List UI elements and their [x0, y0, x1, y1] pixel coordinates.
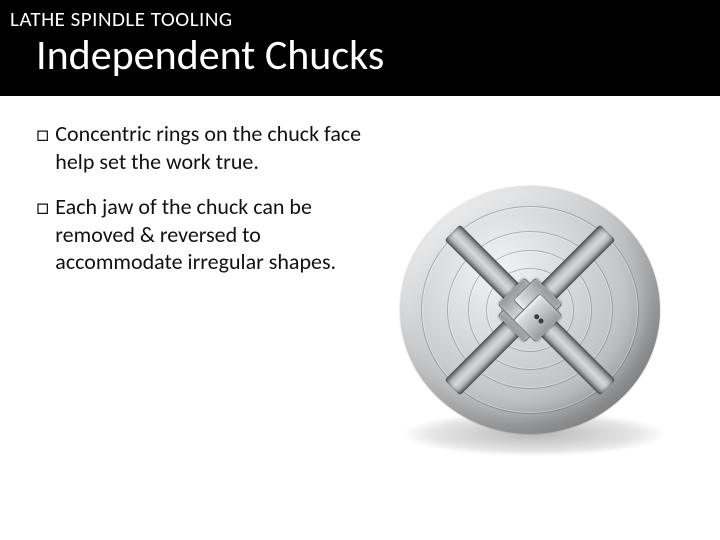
slide-title: Independent Chucks — [36, 30, 720, 81]
list-item: □ Concentric rings on the chuck face hel… — [36, 120, 366, 175]
chuck-illustration — [370, 180, 690, 480]
bullet-text: Concentric rings on the chuck face help … — [55, 120, 366, 175]
bullet-list: □ Concentric rings on the chuck face hel… — [36, 120, 366, 294]
chuck-face — [400, 186, 660, 434]
bullet-icon: □ — [36, 120, 49, 148]
bullet-icon: □ — [36, 193, 49, 221]
list-item: □ Each jaw of the chuck can be removed &… — [36, 193, 366, 276]
bullet-text: Each jaw of the chuck can be removed & r… — [55, 193, 366, 276]
slide-header: LATHE SPINDLE TOOLING Independent Chucks — [0, 0, 720, 96]
section-breadcrumb: LATHE SPINDLE TOOLING — [10, 6, 720, 32]
